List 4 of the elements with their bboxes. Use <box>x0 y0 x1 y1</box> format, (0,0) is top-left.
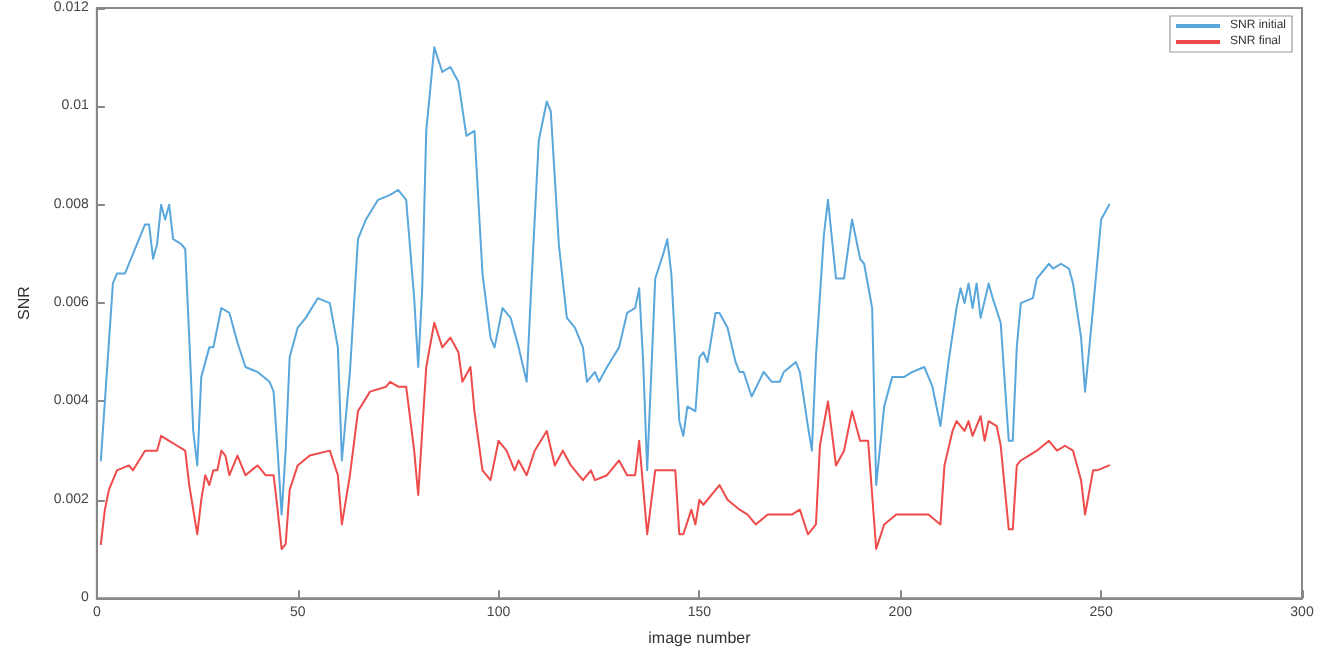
x-axis-title: image number <box>648 629 752 647</box>
y-axis-title: SNR <box>15 285 33 320</box>
line-series <box>99 46 1111 516</box>
line-series <box>99 321 1111 551</box>
